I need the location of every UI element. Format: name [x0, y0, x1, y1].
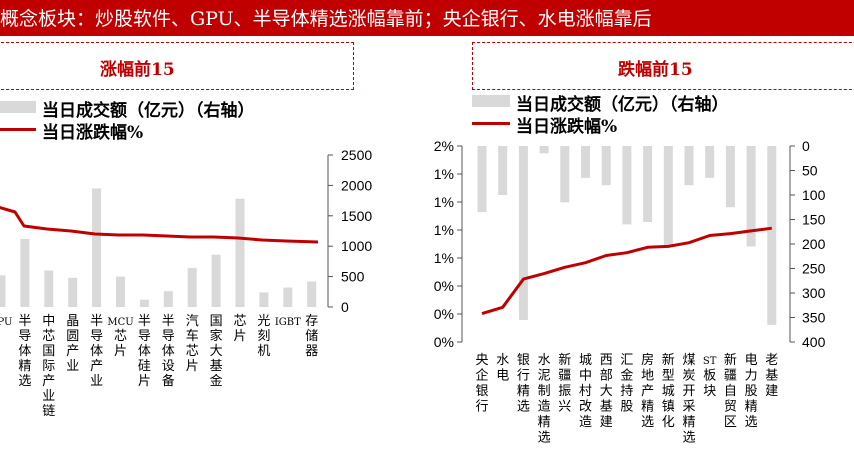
right-category-label-12: 新疆自贸区 — [724, 352, 737, 430]
left-bar-12 — [283, 287, 293, 307]
left-category-label-13: 存储器 — [305, 314, 318, 359]
right-left-tick-label: 1% — [434, 166, 454, 182]
right-left-tick-label: 2% — [434, 138, 454, 154]
left-right-tick-label: 1500 — [341, 208, 372, 224]
left-category-label-10: 芯片 — [233, 314, 246, 344]
right-category-label-4: 新疆振兴 — [558, 352, 571, 415]
legend-line-label: 当日涨跌幅% — [516, 117, 618, 137]
left-category-label-0: GPU — [0, 317, 12, 328]
legend-line-label: 当日涨跌幅% — [42, 123, 144, 143]
left-category-label-11: 光刻机 — [257, 314, 270, 359]
right-panel-frame — [472, 42, 854, 90]
left-category-label-8: 汽车芯片 — [186, 314, 199, 374]
left-bar-1 — [20, 238, 30, 307]
right-bar-7 — [622, 146, 632, 225]
left-bar-5 — [116, 276, 125, 307]
right-right-tick-label: 100 — [802, 187, 826, 203]
left-category-label-4: 半导体产业 — [90, 314, 103, 389]
right-category-label-1: 水电 — [496, 353, 509, 384]
right-bar-10 — [684, 146, 694, 186]
right-category-label-7: 汇金持股 — [620, 353, 633, 415]
right-panel-title: 跌幅前15 — [618, 60, 693, 80]
left-panel-title: 涨幅前15 — [100, 60, 175, 80]
right-right-tick-label: 0 — [802, 138, 810, 154]
left-right-tick-label: 2500 — [341, 147, 372, 163]
right-category-label-8: 房地产精选 — [641, 352, 654, 430]
left-panel-frame — [0, 42, 354, 90]
left-right-tick-label: 2000 — [341, 177, 372, 193]
right-bar-0 — [477, 146, 487, 213]
right-right-tick-label: 150 — [802, 212, 826, 228]
legend-bar-label: 当日成交额（亿元）（右轴） — [42, 101, 255, 121]
right-category-label-14: 老基建 — [765, 353, 778, 399]
right-right-tick-label: 250 — [802, 261, 826, 277]
right-left-tick-label: 1% — [434, 222, 454, 238]
right-left-tick-label: 0% — [434, 334, 454, 350]
left-category-label-12: IGBT — [275, 317, 301, 328]
left-line-series — [0, 206, 319, 244]
page-title: 概念板块：炒股软件、GPU、半导体精选涨幅靠前；央企银行、水电涨幅靠后 — [0, 8, 652, 30]
right-line-series — [481, 226, 772, 316]
legend-bar-swatch — [0, 101, 36, 113]
legend-line-swatch — [472, 122, 510, 125]
left-right-tick-label: 1000 — [341, 238, 372, 254]
right-left-tick-label: 1% — [434, 250, 454, 266]
left-bar-9 — [211, 254, 221, 307]
left-category-label-1: 半导体精选 — [18, 314, 31, 389]
left-category-label-6: 半导体硅片 — [138, 314, 151, 389]
right-category-label-10: 煤炭开采精选 — [682, 353, 695, 446]
left-bar-0 — [0, 275, 6, 307]
left-bar-4 — [92, 188, 102, 307]
left-bar-8 — [187, 268, 197, 307]
right-right-tick-label: 50 — [802, 163, 818, 179]
left-category-label-3: 晶圆产业 — [66, 314, 79, 374]
right-bar-13 — [746, 146, 756, 247]
legend-bar-label: 当日成交额（亿元）（右轴） — [516, 95, 729, 115]
right-bar-14 — [767, 146, 777, 325]
left-bar-6 — [139, 299, 149, 307]
right-category-label-13: 电力股精选 — [745, 353, 758, 430]
left-bar-7 — [163, 291, 173, 307]
left-category-label-2: 中芯国际产业链 — [42, 314, 55, 419]
left-right-tick-label: 500 — [341, 269, 365, 285]
right-bar-4 — [560, 146, 570, 203]
left-bar-13 — [307, 281, 317, 307]
right-left-tick-label: 1% — [434, 194, 454, 210]
right-bar-1 — [498, 146, 508, 195]
right-right-tick-label: 300 — [802, 285, 826, 301]
left-right-tick-label: 0 — [341, 299, 349, 315]
left-bar-3 — [68, 277, 78, 307]
right-category-label-11: ST 板块 — [703, 356, 717, 399]
right-category-label-9: 新型城镇化 — [662, 352, 675, 430]
right-bar-2 — [518, 146, 528, 320]
right-left-tick-label: 0% — [434, 306, 454, 322]
left-bar-2 — [44, 270, 54, 307]
right-bar-11 — [705, 146, 715, 178]
left-category-label-7: 半导体设备 — [162, 314, 175, 389]
right-category-label-3: 水泥制造精选 — [538, 353, 551, 446]
left-bar-10 — [235, 198, 245, 307]
right-bar-12 — [725, 146, 735, 208]
right-bar-3 — [539, 146, 549, 154]
right-bar-8 — [643, 146, 653, 222]
right-bar-6 — [601, 146, 611, 186]
right-right-tick-label: 350 — [802, 310, 826, 326]
legend-line-swatch — [0, 128, 36, 131]
right-bar-5 — [581, 146, 590, 178]
right-category-label-5: 城中村改造 — [579, 353, 592, 430]
right-right-tick-label: 200 — [802, 236, 826, 252]
right-left-tick-label: 0% — [434, 278, 454, 294]
right-category-label-0: 央企银行 — [475, 353, 488, 415]
left-category-label-5: MCU 芯片 — [107, 317, 133, 359]
left-category-label-9: 国家大基金 — [210, 314, 223, 389]
legend-bar-swatch — [472, 95, 510, 107]
title-bar: 概念板块：炒股软件、GPU、半导体精选涨幅靠前；央企银行、水电涨幅靠后 — [0, 0, 854, 36]
right-category-label-2: 银行精选 — [517, 353, 530, 415]
right-right-tick-label: 400 — [802, 334, 826, 350]
right-category-label-6: 西部大基建 — [600, 353, 613, 430]
left-bar-11 — [259, 292, 269, 307]
right-bar-9 — [663, 146, 673, 247]
